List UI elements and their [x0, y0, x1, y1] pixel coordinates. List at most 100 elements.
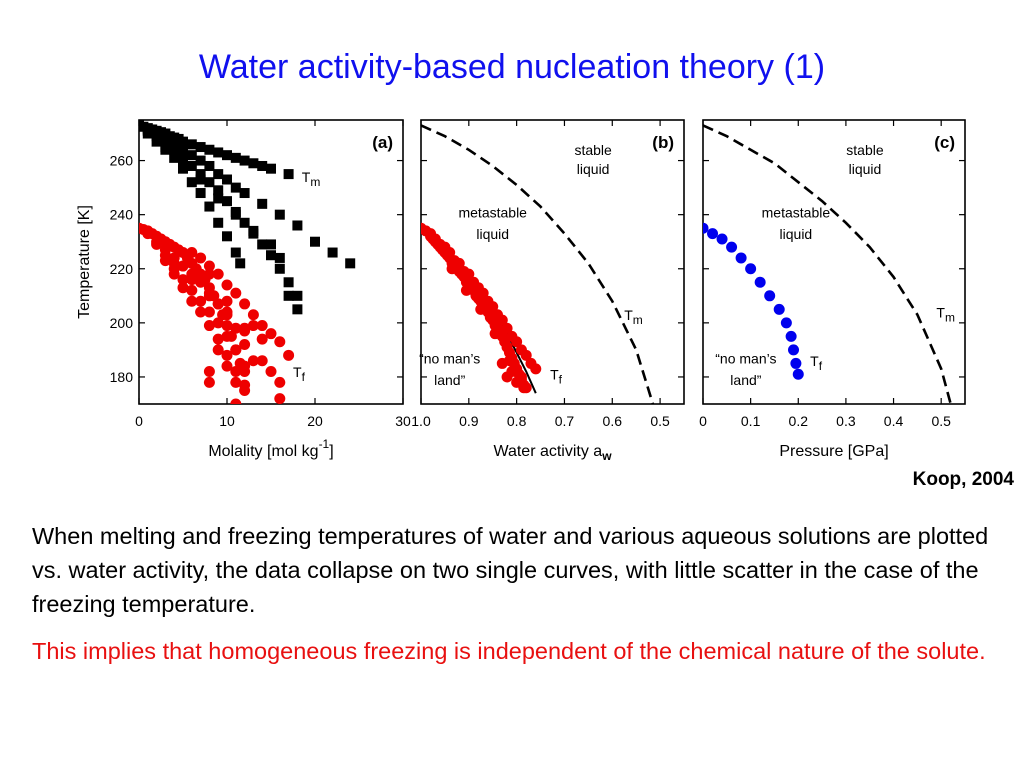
panel-a: 0 10 20 30 180 200 220 240 260 Molality [mol kg-1…	[76, 119, 411, 460]
curve-label: Tm	[936, 304, 955, 324]
region-label: stable	[846, 142, 884, 158]
y-tick-label: 200	[110, 315, 134, 331]
freezing-point-marker	[212, 317, 224, 329]
melting-point-marker	[204, 144, 215, 155]
x-axis-label: Molality [mol kg-1]	[208, 437, 333, 460]
freezing-point-marker	[477, 287, 489, 299]
melting-point-marker	[195, 155, 206, 166]
plot-frame	[420, 119, 685, 405]
freezing-point-marker	[239, 360, 251, 372]
melting-point-marker	[169, 144, 180, 155]
melting-point-marker	[204, 201, 215, 212]
freezing-point-marker	[186, 247, 198, 259]
melting-point-marker	[235, 258, 246, 269]
region-label: “no man’s	[715, 350, 776, 366]
freezing-point-marker	[203, 268, 215, 280]
melting-point-marker	[178, 163, 188, 174]
freezing-point-marker	[230, 398, 242, 404]
freezing-point-marker	[790, 357, 802, 369]
freezing-point-marker	[265, 366, 277, 378]
curve-label: Tf	[810, 353, 823, 373]
freezing-point-marker	[247, 320, 259, 332]
region-label: land”	[434, 372, 465, 388]
melting-point-marker	[169, 139, 180, 150]
melting-point-marker	[283, 169, 294, 180]
region-label: metastable	[458, 204, 527, 220]
freezing-point-marker	[265, 328, 277, 340]
melting-point-marker	[213, 147, 224, 158]
freezing-point-marker	[256, 355, 268, 367]
freezing-point-marker	[716, 233, 728, 245]
melting-point-marker	[327, 247, 338, 258]
freezing-point-marker	[496, 314, 508, 326]
panel-label: (a)	[372, 133, 393, 152]
melting-point-marker	[222, 174, 232, 185]
freezing-point-marker	[773, 303, 785, 315]
region-label: liquid	[476, 226, 509, 242]
freezing-point-marker	[788, 344, 800, 356]
freezing-point-marker	[489, 328, 501, 340]
melting-point-marker	[248, 158, 259, 169]
melting-point-marker	[274, 209, 285, 220]
melting-point-marker	[213, 185, 224, 196]
freezing-point-marker	[195, 276, 207, 288]
freezing-point-marker	[239, 298, 251, 310]
freezing-point-marker	[195, 295, 207, 307]
x-tick-label: 20	[307, 413, 323, 429]
freezing-point-marker	[230, 344, 242, 356]
melting-point-marker	[213, 193, 224, 204]
freezing-point-marker	[230, 287, 242, 299]
region-label: “no man’s	[419, 350, 480, 366]
data-layer	[139, 120, 356, 404]
melting-point-marker	[204, 177, 215, 188]
plot-frame	[702, 119, 966, 405]
melting-point-marker	[186, 177, 197, 188]
melting-point-marker	[204, 160, 215, 171]
x-axis-label: Pressure [GPa]	[779, 443, 888, 460]
y-axis-label: Temperature [K]	[76, 205, 93, 319]
y-tick-label: 240	[110, 207, 134, 223]
freezing-point-marker	[515, 371, 527, 383]
melting-point-marker	[266, 163, 276, 174]
panel-label: (b)	[652, 133, 674, 152]
melting-point-marker	[248, 225, 259, 236]
melting-point-marker	[230, 247, 241, 258]
melting-point-marker	[257, 239, 268, 250]
koop-figure: 0 10 20 30 180 200 220 240 260 Molality [mol kg-1…	[76, 119, 966, 463]
region-label: liquid	[849, 161, 882, 177]
freezing-point-marker	[247, 309, 259, 321]
freezing-point-marker	[212, 268, 224, 280]
curve-label: Tm	[302, 169, 321, 189]
freezing-point-marker	[735, 252, 747, 264]
region-label: liquid	[780, 226, 813, 242]
melting-point-marker	[274, 263, 285, 274]
freezing-point-marker	[520, 382, 532, 394]
citation: Koop, 2004	[912, 469, 1014, 490]
panel-label: (c)	[934, 133, 955, 152]
freezing-point-marker	[221, 330, 233, 342]
melting-point-marker	[230, 152, 241, 163]
melting-point-marker	[239, 188, 250, 199]
x-tick-label: 0.1	[741, 413, 761, 429]
freezing-point-marker	[230, 376, 242, 388]
freezing-point-marker	[203, 376, 215, 388]
melting-point-marker	[169, 152, 180, 163]
melting-point-marker	[222, 231, 232, 242]
freezing-point-marker	[506, 366, 518, 378]
melting-point-marker	[186, 160, 197, 171]
freezing-point-marker	[221, 279, 233, 291]
freezing-point-marker	[707, 228, 719, 240]
melting-point-marker	[266, 250, 276, 261]
x-tick-label: 0.5	[650, 413, 670, 429]
freezing-point-marker	[230, 322, 242, 334]
freezing-point-marker	[274, 336, 286, 348]
melting-point-marker	[239, 155, 250, 166]
freezing-point-marker	[458, 265, 470, 277]
freezing-point-marker	[212, 344, 224, 356]
x-tick-label: 0	[135, 413, 143, 429]
freezing-point-marker	[239, 338, 251, 350]
freezing-point-marker	[703, 222, 709, 234]
melting-point-marker	[195, 188, 206, 199]
x-tick-label: 30	[395, 413, 411, 429]
melting-curve-dashed	[421, 124, 655, 404]
